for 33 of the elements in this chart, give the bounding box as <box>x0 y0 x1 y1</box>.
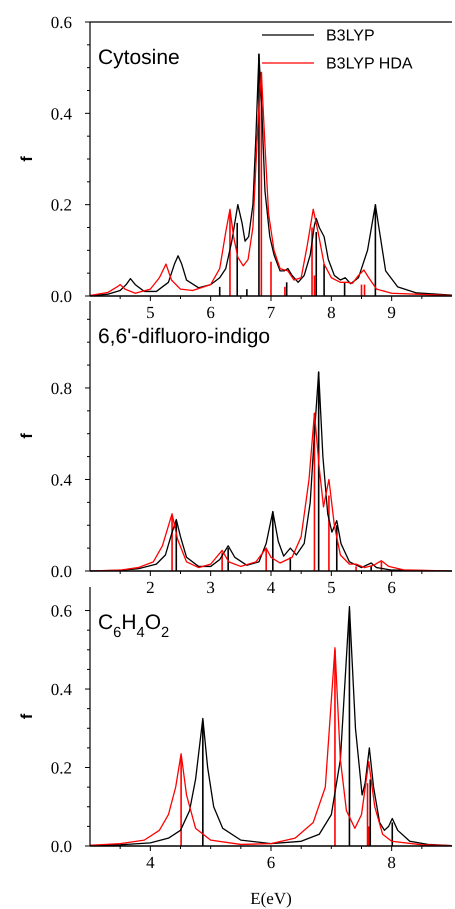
x-tick-label: 6 <box>266 853 276 872</box>
y-axis-title: f <box>19 713 36 720</box>
y-tick-label: 0.8 <box>50 378 72 398</box>
y-tick-label: 0.2 <box>50 758 72 778</box>
x-tick-label: 9 <box>387 303 396 322</box>
y-tick-label: 0.4 <box>50 470 72 490</box>
text: 6,6'-difluoro-indigo <box>98 325 270 348</box>
x-tick-label: 6 <box>206 303 215 322</box>
y-tick-label: 0.4 <box>50 104 72 124</box>
legend-label: B3LYP HDA <box>326 56 413 73</box>
x-tick-label: 3 <box>206 578 215 597</box>
y-tick-label: 0.6 <box>50 12 72 32</box>
y-tick-label: 0.2 <box>50 196 72 215</box>
y-tick-label: 0.4 <box>50 680 72 699</box>
x-tick-label: 6 <box>387 578 396 597</box>
text: C$_{6}$H$_{4}$O$_{2}$ <box>98 611 170 641</box>
x-tick-label: 8 <box>387 853 396 872</box>
x-axis-title: E(eV) <box>250 889 292 908</box>
legend-label: B3LYP <box>326 28 375 45</box>
x-tick-label: 4 <box>266 578 276 597</box>
x-tick-label: 4 <box>146 853 156 872</box>
x-tick-label: 5 <box>327 578 336 597</box>
y-tick-label: 0.0 <box>50 286 72 306</box>
x-tick-label: 7 <box>266 303 276 322</box>
x-tick-label: 5 <box>146 303 155 322</box>
y-tick-label: 0.0 <box>50 836 72 856</box>
y-tick-label: 0.0 <box>50 562 72 581</box>
text: Cytosine <box>98 46 180 69</box>
x-tick-label: 2 <box>146 578 155 597</box>
y-tick-label: 0.6 <box>50 601 72 620</box>
x-tick-label: 8 <box>327 303 336 322</box>
y-axis-title: f <box>19 432 36 439</box>
y-axis-title: f <box>19 156 36 162</box>
